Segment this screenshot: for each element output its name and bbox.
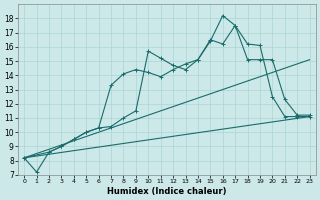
- X-axis label: Humidex (Indice chaleur): Humidex (Indice chaleur): [107, 187, 227, 196]
